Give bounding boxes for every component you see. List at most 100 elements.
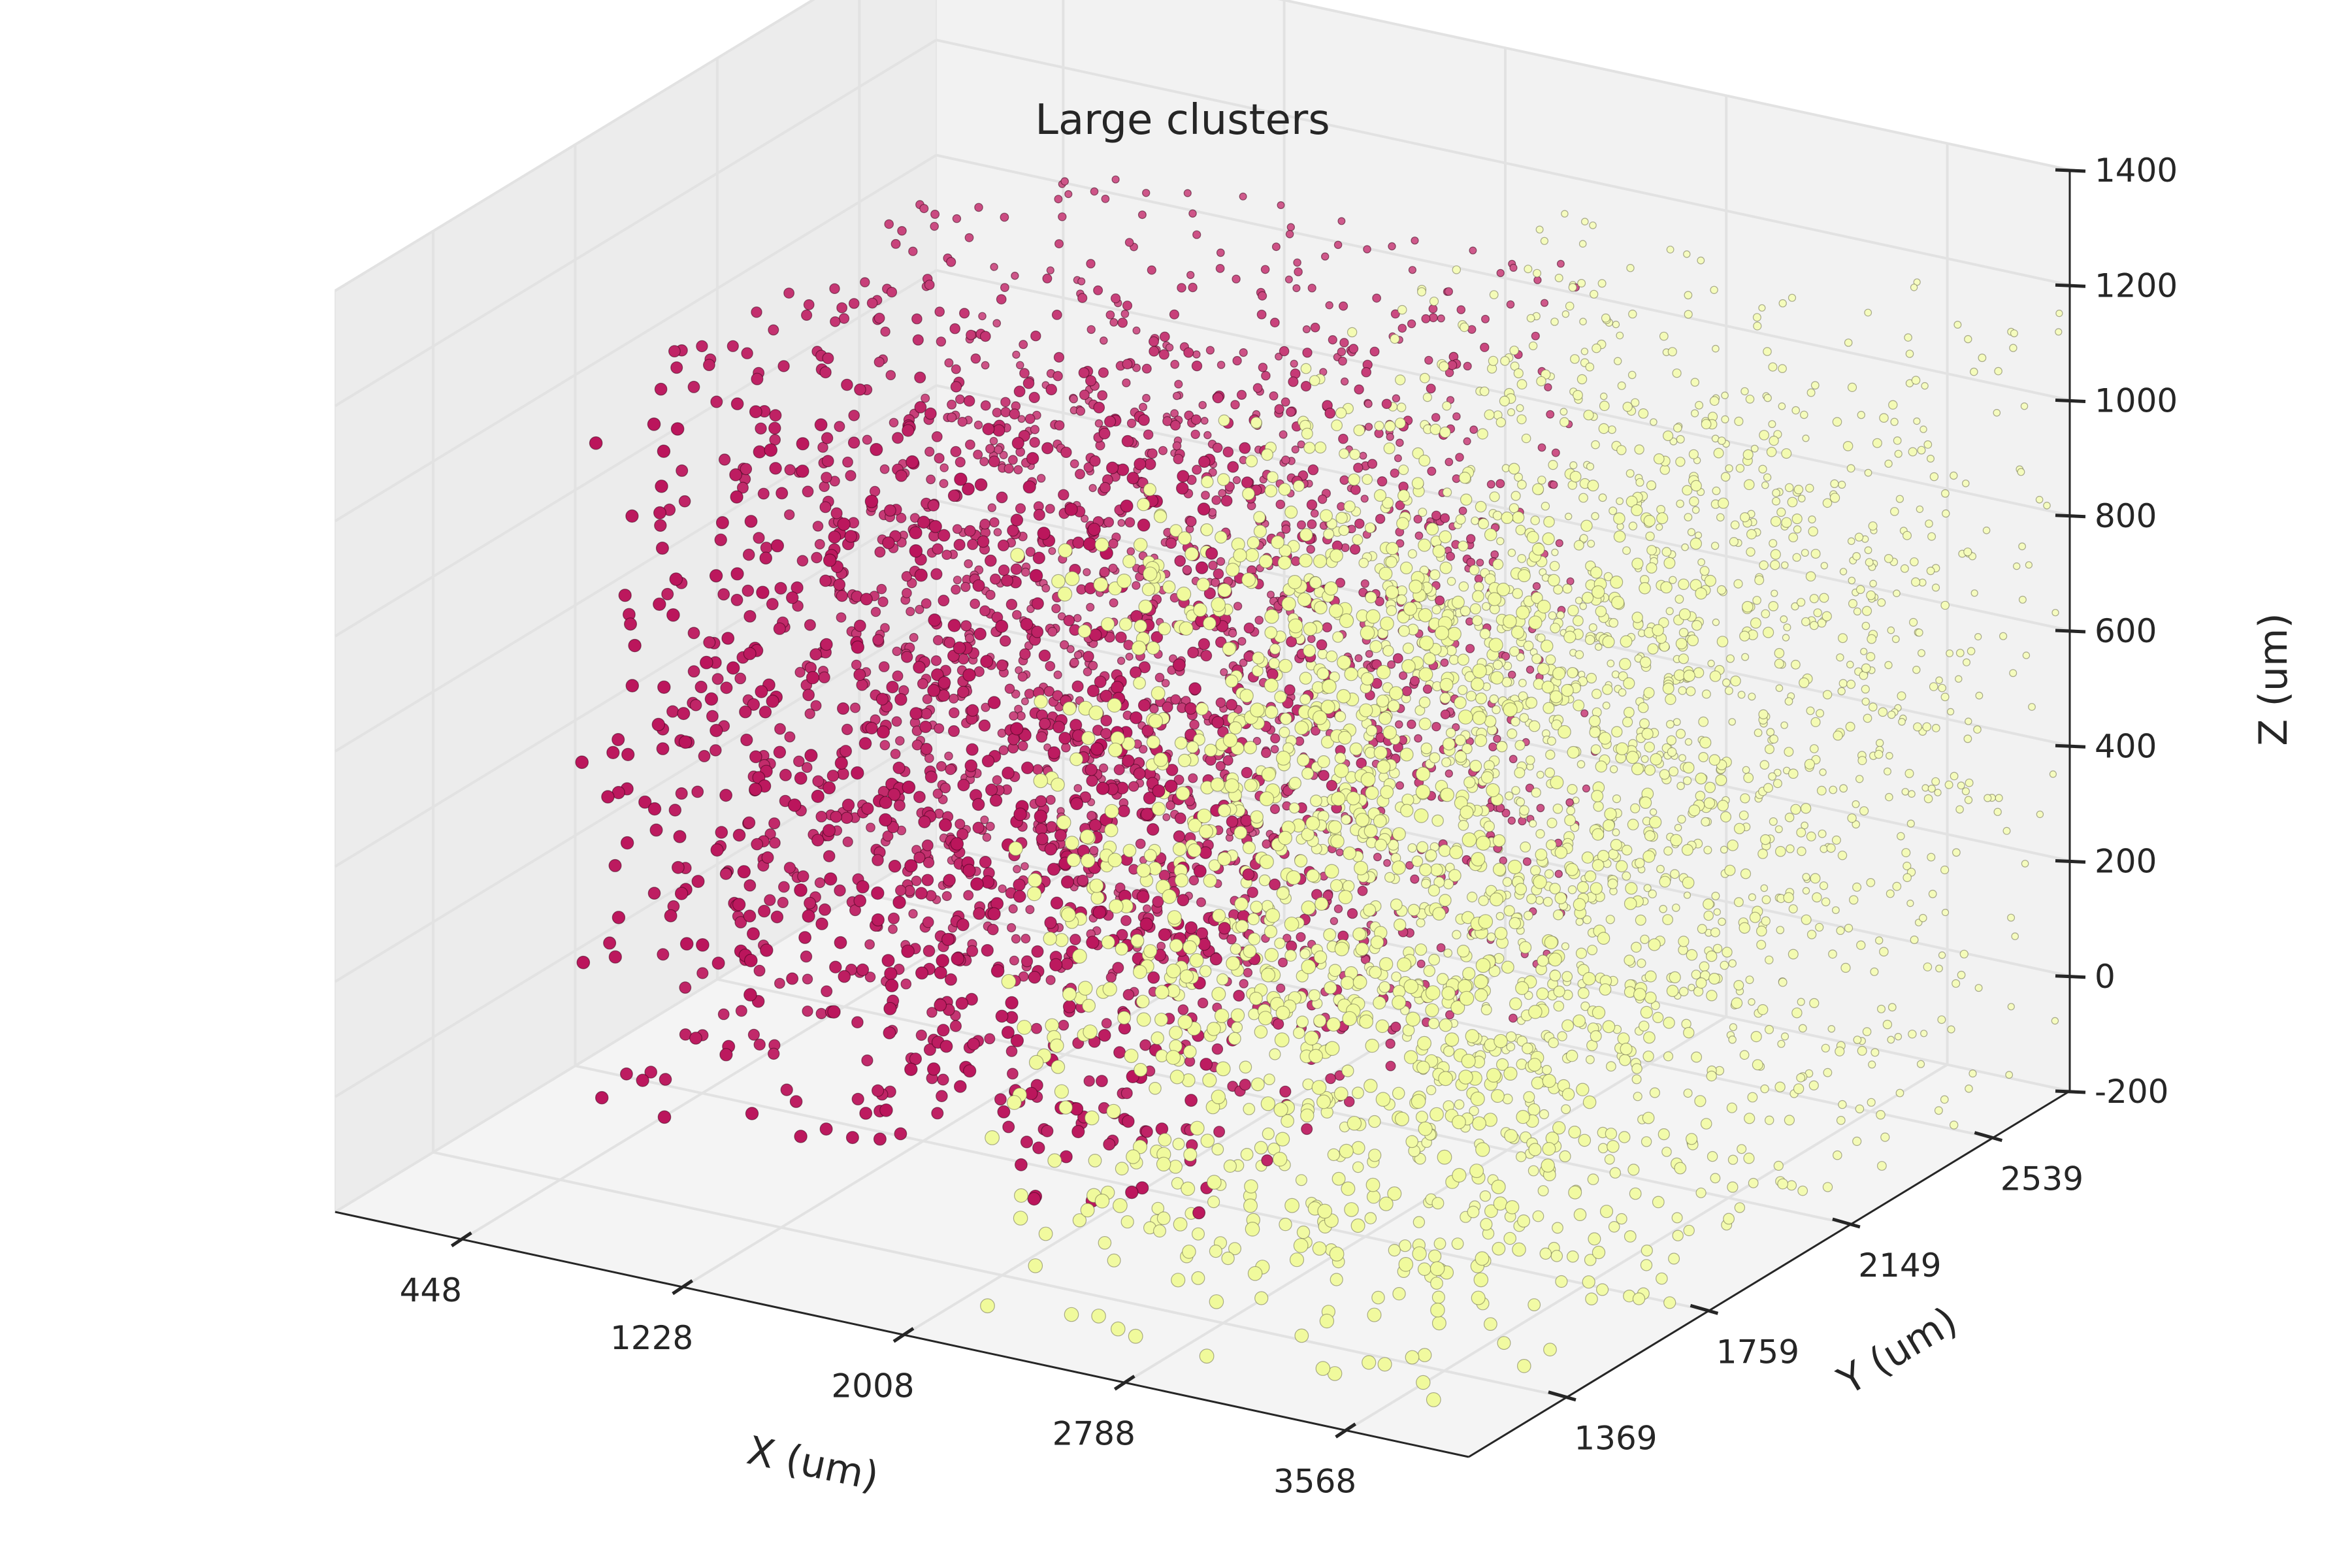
data-point — [955, 819, 966, 830]
data-point — [1711, 891, 1720, 900]
data-point — [1776, 507, 1786, 517]
data-point — [802, 909, 815, 923]
data-point — [1198, 455, 1211, 468]
data-point — [1716, 513, 1725, 522]
data-point — [1523, 640, 1534, 651]
data-point — [1264, 705, 1279, 719]
data-point — [1691, 1051, 1703, 1063]
data-point — [1729, 1023, 1737, 1032]
data-point — [883, 1026, 896, 1039]
data-point — [1640, 1259, 1653, 1271]
data-point — [1188, 282, 1198, 293]
data-point — [1595, 760, 1607, 773]
data-point — [1233, 602, 1243, 611]
data-point — [603, 936, 617, 950]
data-point — [1458, 685, 1468, 695]
data-point — [1025, 905, 1035, 915]
data-point — [1800, 803, 1812, 814]
data-point — [1024, 414, 1036, 424]
data-point — [1727, 1181, 1739, 1193]
data-point — [1122, 1115, 1135, 1128]
data-point — [1866, 651, 1876, 662]
data-point — [1752, 596, 1761, 605]
data-point — [1070, 796, 1084, 810]
data-point — [1667, 347, 1677, 357]
data-point — [1111, 175, 1120, 184]
data-point — [1019, 648, 1031, 660]
data-point — [677, 707, 691, 721]
data-point — [1602, 701, 1610, 710]
data-point — [1838, 679, 1848, 688]
data-point — [928, 519, 942, 533]
data-point — [1788, 949, 1799, 960]
data-point — [1099, 482, 1111, 494]
data-point — [1874, 936, 1884, 945]
data-point — [768, 817, 781, 830]
data-point — [1418, 696, 1431, 708]
data-point — [1770, 549, 1781, 560]
data-point — [691, 875, 705, 889]
data-point — [1826, 843, 1836, 853]
data-point — [1021, 567, 1030, 577]
data-point — [913, 661, 926, 674]
data-point — [1264, 626, 1278, 640]
data-point — [1399, 561, 1413, 575]
data-point — [1141, 583, 1156, 596]
data-point — [1414, 734, 1423, 743]
data-point — [1587, 945, 1598, 956]
data-point — [997, 539, 1009, 551]
data-point — [1230, 943, 1242, 955]
data-point — [1004, 463, 1014, 474]
data-point — [618, 589, 632, 602]
data-point — [1938, 951, 1946, 959]
data-point — [1622, 716, 1633, 728]
data-point — [1575, 650, 1584, 659]
data-point — [2002, 826, 2011, 835]
data-point — [960, 581, 971, 593]
data-point — [1004, 683, 1015, 694]
data-point — [1778, 402, 1786, 410]
data-point — [1813, 608, 1822, 617]
data-point — [735, 1005, 747, 1017]
data-point — [1676, 781, 1685, 791]
data-point — [1059, 1150, 1073, 1164]
data-point — [1855, 1104, 1865, 1114]
data-point — [1508, 1013, 1518, 1023]
data-point — [696, 938, 710, 952]
data-point — [1645, 531, 1655, 542]
data-point — [1558, 725, 1571, 739]
data-point — [1338, 525, 1350, 536]
data-point — [1698, 752, 1708, 762]
data-point — [1650, 753, 1663, 766]
data-point — [1940, 489, 1950, 498]
grid-line-z — [334, 614, 938, 983]
data-point — [1910, 557, 1919, 566]
data-point — [751, 372, 764, 385]
data-point — [949, 693, 959, 704]
data-point — [1341, 814, 1352, 825]
data-point — [1559, 1150, 1571, 1163]
data-point — [1627, 370, 1637, 380]
data-point — [1581, 851, 1594, 864]
data-point — [1631, 612, 1643, 623]
data-point — [1913, 417, 1921, 425]
data-point — [1397, 489, 1411, 502]
data-point — [1332, 631, 1344, 643]
data-point — [1656, 523, 1663, 531]
data-point — [1770, 560, 1780, 570]
data-point — [1275, 499, 1286, 510]
data-point — [1609, 506, 1618, 515]
data-point — [1341, 1064, 1354, 1077]
data-point — [1744, 1113, 1756, 1124]
data-point — [1193, 864, 1207, 878]
data-point — [794, 666, 806, 678]
data-point — [1857, 410, 1865, 419]
data-point — [920, 743, 933, 755]
data-point — [1490, 550, 1499, 559]
data-point — [1042, 273, 1053, 284]
data-point — [1531, 331, 1540, 340]
data-point — [1911, 577, 1921, 587]
data-point — [1552, 666, 1566, 681]
data-point — [1393, 918, 1407, 932]
data-point — [1535, 225, 1544, 234]
